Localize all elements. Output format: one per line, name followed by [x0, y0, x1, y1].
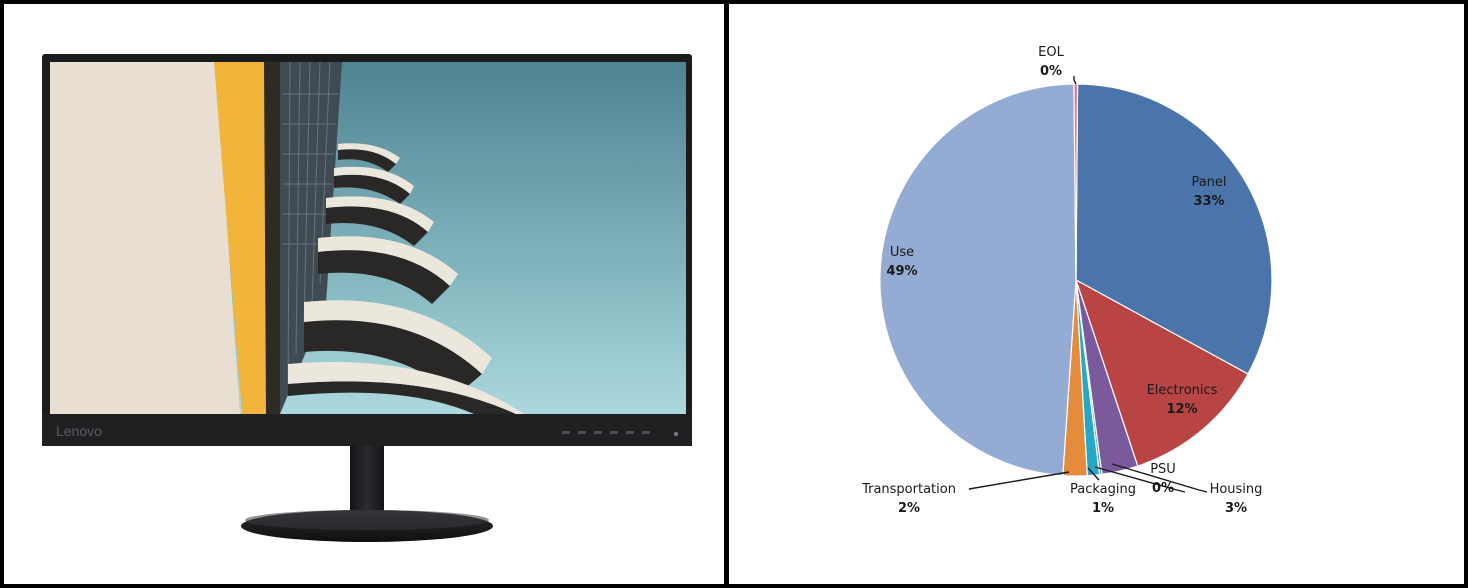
monitor-screen — [50, 62, 686, 414]
leader-line-packaging — [1087, 467, 1100, 481]
slice-percent-eol: 0% — [1040, 64, 1062, 79]
slice-percent-panel: 33% — [1193, 194, 1224, 209]
slice-labels: Panel 33% Electronics 12% Housing 3% PSU 0% Pack… — [861, 45, 1262, 516]
leader-lines — [968, 76, 1208, 493]
slice-percent-packaging: 1% — [1092, 501, 1114, 516]
slice-percent-use: 49% — [886, 264, 917, 279]
monitor-chin — [42, 414, 692, 446]
monitor-image: Lenovo — [42, 54, 692, 542]
pie-chart-panel: Panel 33% Electronics 12% Housing 3% PSU 0% Pack… — [725, 0, 1468, 588]
pie-slice-panel — [1075, 83, 1273, 375]
slice-label-panel: Panel — [1191, 175, 1226, 190]
monitor-photo-panel: Lenovo — [0, 0, 728, 588]
stand-neck — [350, 440, 384, 514]
pie-slices — [879, 83, 1273, 477]
slice-percent-electronics: 12% — [1166, 402, 1197, 417]
slice-label-eol: EOL — [1038, 45, 1064, 60]
brand-logo: Lenovo — [56, 423, 102, 439]
leader-line-housing — [1111, 463, 1208, 493]
leader-line-eol — [1073, 76, 1077, 85]
slice-percent-psu: 0% — [1152, 481, 1174, 496]
slice-label-packaging: Packaging — [1070, 482, 1136, 497]
slice-label-transportation: Transportation — [861, 482, 956, 497]
monitor-control-buttons — [562, 431, 678, 436]
leader-line-psu — [1094, 466, 1186, 493]
slice-label-use: Use — [890, 245, 914, 260]
pie-slice-electronics — [1074, 278, 1249, 467]
slice-percent-transportation: 2% — [898, 501, 920, 516]
slice-percent-housing: 3% — [1225, 501, 1247, 516]
pie-slice-use — [879, 83, 1077, 477]
slice-label-psu: PSU — [1150, 462, 1176, 477]
pie-chart: Panel 33% Electronics 12% Housing 3% PSU 0% Pack… — [861, 45, 1273, 516]
slice-label-electronics: Electronics — [1147, 383, 1218, 398]
leader-line-transportation — [968, 471, 1070, 490]
slice-label-housing: Housing — [1210, 482, 1263, 497]
